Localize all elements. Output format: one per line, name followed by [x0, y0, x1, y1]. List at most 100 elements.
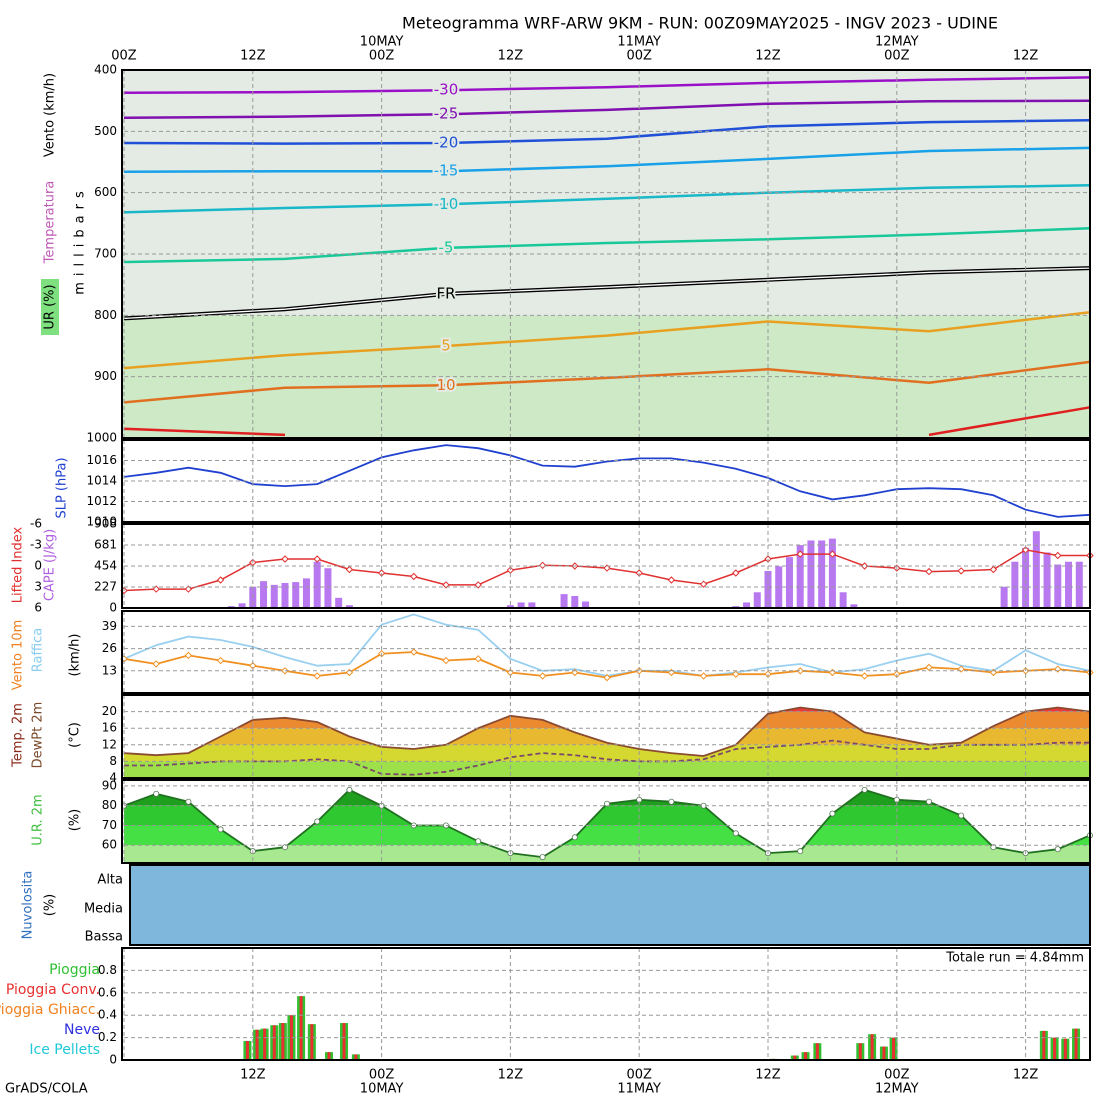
bar	[238, 603, 246, 608]
marker	[603, 673, 611, 682]
y-tick-label: 500	[94, 124, 117, 138]
marker	[313, 555, 321, 563]
y-axis-label: DewPt 2m	[31, 702, 46, 769]
marker	[989, 565, 998, 574]
line	[123, 444, 1091, 518]
y-tick-label: 20	[102, 704, 117, 718]
marker	[442, 581, 450, 589]
y-tick-label: -6	[30, 517, 42, 531]
bar	[310, 1024, 314, 1060]
date-label: 10MAY	[360, 1082, 404, 1097]
marker	[345, 565, 354, 574]
marker	[732, 569, 740, 577]
isotherm-label: 5	[441, 337, 451, 355]
marker	[217, 826, 224, 833]
date-label: 12MAY	[875, 1082, 919, 1097]
y-axis-label: millibars	[73, 185, 88, 294]
x-tick-label: 00Z	[626, 1068, 652, 1083]
bar	[1011, 561, 1019, 608]
y-axis-label: Nuvolosita	[21, 871, 36, 940]
y-tick-label: 0.6	[98, 985, 117, 999]
legend-label: Pioggia Conv.	[6, 982, 100, 998]
x-tick-label: 12Z	[240, 1068, 266, 1083]
y-tick-label: 8	[109, 754, 117, 768]
legend-label: Pioggia	[49, 962, 100, 978]
bar	[1043, 552, 1051, 608]
marker	[410, 572, 418, 581]
y-axis-label: Vento (km/h)	[43, 73, 58, 157]
y-tick-label: 700	[94, 247, 117, 261]
y2-tick-label: 681	[94, 538, 117, 552]
bar	[245, 1040, 249, 1060]
cloud-level-label: Media	[84, 902, 123, 917]
footer: GrADS/COLA	[5, 1082, 88, 1097]
bar	[1022, 547, 1030, 608]
bar	[302, 578, 310, 608]
panel-frame	[121, 610, 1091, 694]
marker	[732, 830, 739, 837]
isotherm-label: -5	[439, 238, 454, 256]
panel-frame	[121, 69, 1091, 439]
marker	[474, 655, 482, 663]
marker	[604, 800, 611, 807]
x-tick-label: 00Z	[626, 49, 652, 64]
legend-label: Neve	[64, 1022, 100, 1038]
isotherm	[123, 119, 1091, 145]
y-axis-label: Temp. 2m	[11, 703, 26, 768]
y-tick-label: 0	[34, 559, 42, 573]
y-axis-label: (%)	[43, 894, 58, 917]
bar	[289, 1015, 293, 1060]
marker	[732, 670, 740, 678]
bar	[870, 1034, 874, 1060]
bar	[743, 602, 751, 608]
bar	[1063, 1038, 1067, 1060]
bar	[850, 604, 858, 608]
marker	[538, 672, 547, 680]
x-tick-label: 00Z	[884, 1068, 910, 1083]
marker	[1021, 546, 1030, 554]
y-tick-label: 1000	[86, 431, 117, 445]
marker	[926, 798, 933, 805]
isotherm	[123, 146, 1091, 174]
y-axis-label: Lifted Index	[11, 526, 26, 603]
y-tick-label: 70	[102, 818, 117, 832]
date-label: 11MAY	[617, 35, 661, 50]
cloud-level-label: Alta	[97, 873, 123, 888]
bar	[299, 996, 303, 1060]
annotation: Totale run = 4.84mm	[945, 951, 1084, 966]
y-tick-label: 800	[94, 308, 117, 322]
y-axis-label: UR (%)	[43, 284, 58, 329]
x-tick-label: 12Z	[1013, 1068, 1039, 1083]
marker	[475, 838, 482, 845]
x-tick-label: 12Z	[755, 1068, 781, 1083]
panel-frame	[121, 947, 1091, 1061]
marker	[185, 798, 192, 805]
x-tick-label: 00Z	[369, 49, 395, 64]
bar	[281, 1023, 285, 1060]
bar	[560, 594, 568, 608]
y-axis-label: (%)	[68, 809, 83, 832]
isotherm	[123, 226, 1091, 264]
cloud-panel	[129, 864, 1091, 946]
bar	[281, 583, 289, 608]
y-tick-label: 1012	[86, 494, 117, 508]
y2-tick-label: 0	[109, 601, 117, 615]
bar	[313, 561, 321, 608]
bar	[345, 605, 353, 608]
isotherm-label: -25	[434, 105, 459, 123]
panel-bg	[122, 440, 1090, 522]
panel-frame	[121, 523, 1091, 609]
y-tick-label: 16	[102, 721, 117, 735]
panel-frame	[121, 439, 1091, 523]
y-tick-label: 1014	[86, 474, 117, 488]
bar	[324, 568, 332, 608]
x-tick-label: 12Z	[755, 49, 781, 64]
y-axis-label: Vento 10m	[11, 620, 26, 691]
isotherm	[123, 184, 1091, 214]
bar	[858, 1043, 862, 1060]
marker	[152, 660, 160, 668]
marker	[538, 561, 547, 570]
date-label: 10MAY	[360, 35, 404, 50]
marker	[957, 567, 965, 575]
